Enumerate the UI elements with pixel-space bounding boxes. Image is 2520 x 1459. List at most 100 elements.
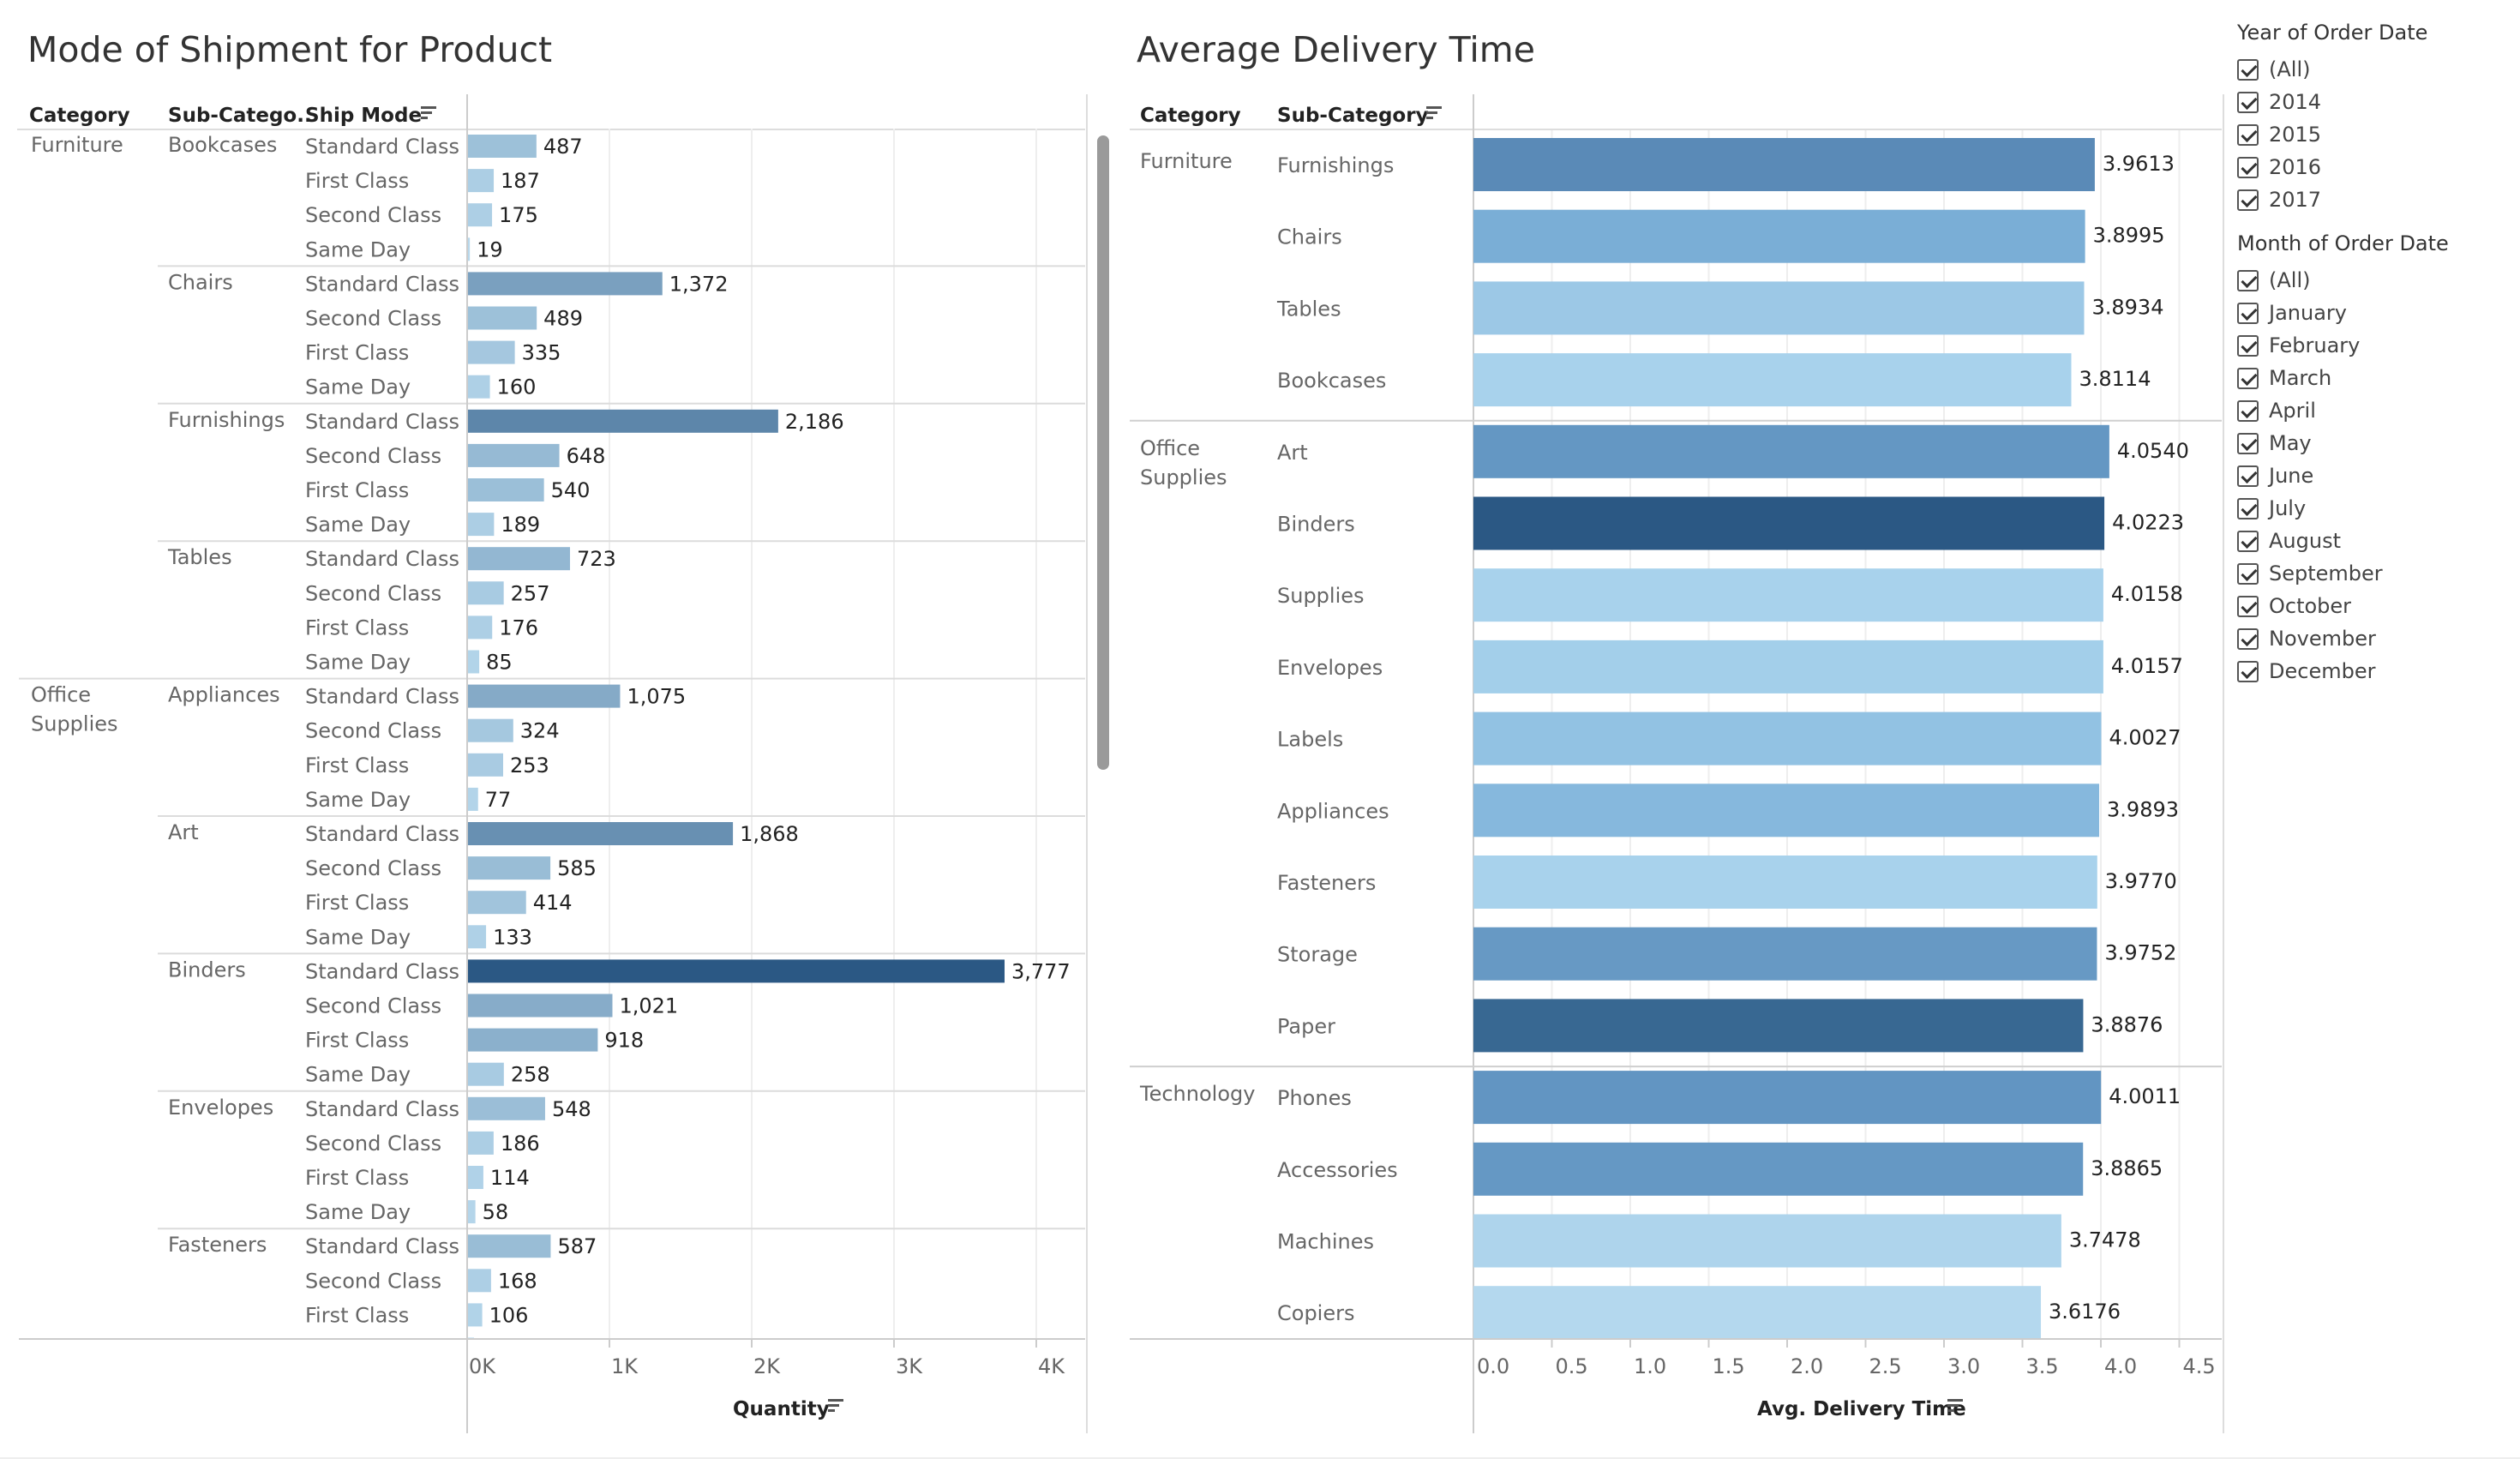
subcategory-label: Phones — [1277, 1086, 1352, 1110]
x-tick-label: 1.5 — [1713, 1354, 1745, 1378]
filter-option-july[interactable]: July — [2237, 492, 2449, 525]
bar-phones — [1473, 1071, 2102, 1125]
filter-option-february[interactable]: February — [2237, 329, 2449, 362]
x-tick-label: 3K — [896, 1354, 923, 1378]
checkbox-checked-icon[interactable] — [2237, 497, 2259, 519]
x-tick-label: 1K — [611, 1354, 639, 1378]
bar-appliances-second-class — [467, 718, 513, 742]
bar-art-first-class — [467, 891, 526, 915]
filter-option-may[interactable]: May — [2237, 427, 2449, 459]
ship-mode-label: Second Class — [305, 1132, 441, 1156]
bar-appliances-standard-class — [467, 684, 621, 708]
bar-tables-second-class — [467, 581, 504, 605]
bar-value-label: 4.0158 — [2111, 582, 2183, 606]
checkbox-checked-icon[interactable] — [2237, 399, 2259, 422]
checkbox-checked-icon[interactable] — [2237, 302, 2259, 324]
filter-option-2016[interactable]: 2016 — [2237, 151, 2449, 183]
x-axis-sort-icon[interactable] — [1947, 1399, 1963, 1412]
subcategory-label: Copiers — [1277, 1301, 1354, 1325]
bar-binders-same-day — [467, 1062, 504, 1086]
ship-mode-label: First Class — [305, 754, 409, 778]
ship-mode-label: Standard Class — [305, 547, 459, 571]
subcategory-label: Furnishings — [168, 408, 285, 432]
filter-option-all[interactable]: (All) — [2237, 264, 2449, 297]
x-tick-label: 3.5 — [2026, 1354, 2059, 1378]
filter-option-label: November — [2269, 627, 2376, 651]
ship-mode-label: Standard Class — [305, 135, 459, 159]
ship-mode-label: Same Day — [305, 237, 411, 261]
filter-option-september[interactable]: September — [2237, 557, 2449, 590]
ship-mode-label: First Class — [305, 341, 409, 365]
month-filter-title: Month of Order Date — [2237, 231, 2449, 255]
category-label: Supplies — [31, 712, 118, 736]
ship-mode-label: Standard Class — [305, 822, 459, 846]
checkbox-checked-icon[interactable] — [2237, 269, 2259, 291]
bar-binders — [1473, 496, 2105, 550]
ship-mode-label: Standard Class — [305, 1097, 459, 1121]
sort-icon[interactable] — [421, 106, 436, 119]
right-chart-title: Average Delivery Time — [1137, 29, 1535, 70]
filter-option-october[interactable]: October — [2237, 590, 2449, 622]
filter-option-april[interactable]: April — [2237, 394, 2449, 427]
ship-mode-label: Second Class — [305, 1269, 441, 1293]
filter-option-january[interactable]: January — [2237, 297, 2449, 329]
filter-option-june[interactable]: June — [2237, 459, 2449, 492]
checkbox-checked-icon[interactable] — [2237, 627, 2259, 650]
bar-accessories — [1473, 1142, 2084, 1196]
checkbox-checked-icon[interactable] — [2237, 432, 2259, 454]
subcategory-label: Binders — [1277, 513, 1355, 537]
subcategory-label: Labels — [1277, 728, 1343, 752]
x-axis-sort-icon[interactable] — [828, 1399, 843, 1412]
bar-value-label: 3.9752 — [2104, 941, 2176, 965]
sort-icon[interactable] — [1426, 106, 1442, 119]
filter-option-november[interactable]: November — [2237, 622, 2449, 655]
bar-fasteners — [1473, 856, 2097, 909]
subcategory-label: Binders — [168, 958, 246, 982]
filter-option-2015[interactable]: 2015 — [2237, 118, 2449, 151]
ship-mode-label: Same Day — [305, 788, 411, 812]
checkbox-checked-icon[interactable] — [2237, 334, 2259, 357]
filter-option-label: May — [2269, 431, 2312, 455]
vertical-scrollbar[interactable] — [1097, 135, 1109, 770]
bar-envelopes — [1473, 639, 2103, 693]
ship-mode-label: Second Class — [305, 307, 441, 331]
checkbox-checked-icon[interactable] — [2237, 595, 2259, 617]
checkbox-checked-icon[interactable] — [2237, 465, 2259, 487]
bar-value-label: 168 — [498, 1269, 537, 1293]
subcategory-label: Furnishings — [1277, 153, 1394, 177]
bottom-divider — [0, 1457, 2520, 1459]
checkbox-checked-icon[interactable] — [2237, 123, 2259, 146]
bar-value-label: 723 — [577, 547, 616, 571]
filter-option-2014[interactable]: 2014 — [2237, 86, 2449, 118]
bar-value-label: 1,021 — [619, 994, 678, 1018]
ship-mode-label: First Class — [305, 1029, 409, 1053]
filter-option-all[interactable]: (All) — [2237, 53, 2449, 86]
checkbox-checked-icon[interactable] — [2237, 562, 2259, 585]
bar-value-label: 186 — [501, 1132, 540, 1156]
checkbox-checked-icon[interactable] — [2237, 58, 2259, 81]
filter-option-december[interactable]: December — [2237, 655, 2449, 687]
ship-mode-label: First Class — [305, 1303, 409, 1327]
ship-mode-label: Standard Class — [305, 685, 459, 709]
bar-value-label: 487 — [543, 135, 583, 159]
checkbox-checked-icon[interactable] — [2237, 660, 2259, 682]
filter-option-label: March — [2269, 366, 2332, 390]
filter-option-2017[interactable]: 2017 — [2237, 183, 2449, 216]
checkbox-checked-icon[interactable] — [2237, 367, 2259, 389]
bar-bookcases-first-class — [467, 169, 495, 193]
filter-option-august[interactable]: August — [2237, 525, 2449, 557]
bar-value-label: 489 — [543, 307, 583, 331]
subcategory-label: Bookcases — [1277, 369, 1386, 393]
filter-option-march[interactable]: March — [2237, 362, 2449, 394]
checkbox-checked-icon[interactable] — [2237, 189, 2259, 211]
checkbox-checked-icon[interactable] — [2237, 156, 2259, 178]
bar-value-label: 258 — [511, 1063, 550, 1087]
delivery-time-chart: Category Sub-Category Furniture Furnishings… — [1130, 94, 2224, 1433]
ship-mode-label: Second Class — [305, 994, 441, 1018]
checkbox-checked-icon[interactable] — [2237, 530, 2259, 552]
bar-art-second-class — [467, 856, 551, 880]
ship-mode-label: Same Day — [305, 1200, 411, 1224]
subcategory-label: Appliances — [168, 683, 280, 707]
ship-mode-label: Standard Class — [305, 410, 459, 434]
checkbox-checked-icon[interactable] — [2237, 91, 2259, 113]
